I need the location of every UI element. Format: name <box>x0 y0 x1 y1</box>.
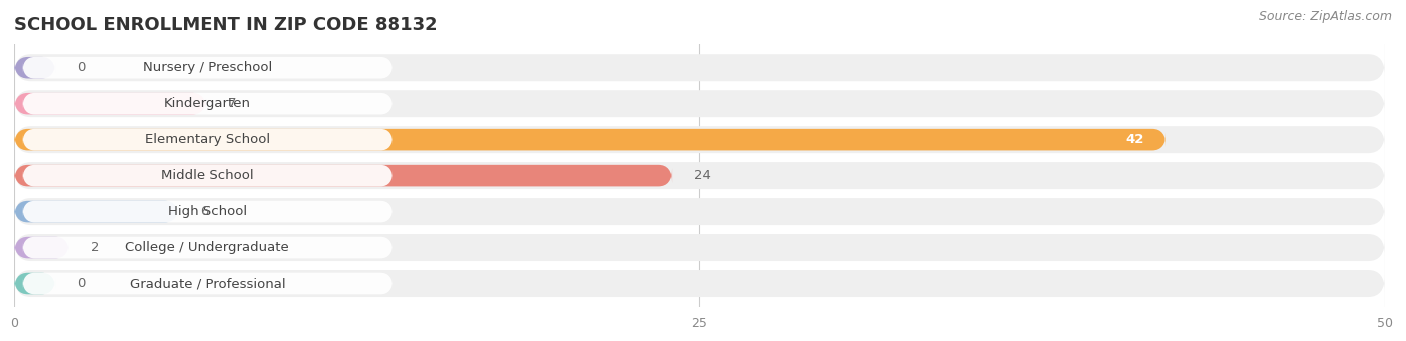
Text: 0: 0 <box>77 61 86 74</box>
Text: Middle School: Middle School <box>162 169 253 182</box>
Text: SCHOOL ENROLLMENT IN ZIP CODE 88132: SCHOOL ENROLLMENT IN ZIP CODE 88132 <box>14 16 437 34</box>
Text: 6: 6 <box>201 205 209 218</box>
Text: 42: 42 <box>1125 133 1143 146</box>
Text: Nursery / Preschool: Nursery / Preschool <box>143 61 271 74</box>
FancyBboxPatch shape <box>14 198 1385 225</box>
FancyBboxPatch shape <box>14 54 1385 81</box>
Text: 7: 7 <box>228 97 236 110</box>
FancyBboxPatch shape <box>14 129 1166 150</box>
FancyBboxPatch shape <box>14 273 55 294</box>
FancyBboxPatch shape <box>14 201 179 222</box>
Text: Source: ZipAtlas.com: Source: ZipAtlas.com <box>1258 10 1392 23</box>
FancyBboxPatch shape <box>14 126 1385 153</box>
FancyBboxPatch shape <box>14 270 1385 297</box>
FancyBboxPatch shape <box>22 201 392 222</box>
Text: Kindergarten: Kindergarten <box>165 97 250 110</box>
FancyBboxPatch shape <box>22 57 392 78</box>
FancyBboxPatch shape <box>14 165 672 187</box>
FancyBboxPatch shape <box>14 234 1385 261</box>
Text: High School: High School <box>167 205 247 218</box>
FancyBboxPatch shape <box>22 93 392 115</box>
Text: 2: 2 <box>91 241 100 254</box>
FancyBboxPatch shape <box>22 273 392 294</box>
FancyBboxPatch shape <box>22 237 392 258</box>
FancyBboxPatch shape <box>14 90 1385 117</box>
Text: College / Undergraduate: College / Undergraduate <box>125 241 290 254</box>
FancyBboxPatch shape <box>14 57 55 78</box>
Text: Elementary School: Elementary School <box>145 133 270 146</box>
FancyBboxPatch shape <box>14 93 207 115</box>
FancyBboxPatch shape <box>14 237 69 258</box>
FancyBboxPatch shape <box>14 162 1385 189</box>
Text: Graduate / Professional: Graduate / Professional <box>129 277 285 290</box>
Text: 0: 0 <box>77 277 86 290</box>
Text: 24: 24 <box>695 169 711 182</box>
FancyBboxPatch shape <box>22 129 392 150</box>
FancyBboxPatch shape <box>22 165 392 187</box>
